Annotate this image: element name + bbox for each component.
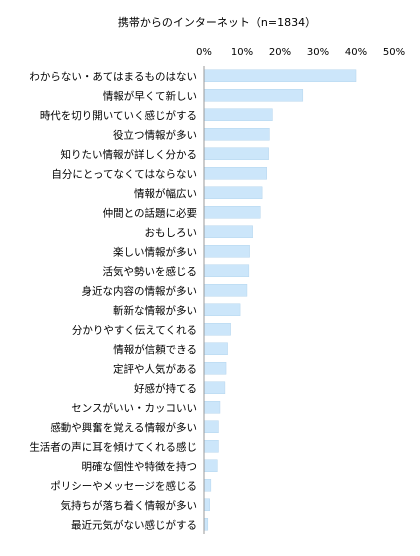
bar — [203, 69, 357, 82]
bar — [203, 108, 273, 121]
category-label: 仲間との話題に必要 — [103, 206, 197, 219]
bar — [203, 245, 250, 258]
category-label: 役立つ情報が多い — [113, 128, 197, 141]
bar — [203, 225, 253, 238]
bar — [203, 479, 212, 492]
category-label: センスがいい・カッコいい — [71, 401, 197, 414]
bar — [203, 264, 250, 277]
category-label: 自分にとってなくてはならない — [51, 167, 197, 180]
category-label: 時代を切り開いていく感じがする — [40, 109, 197, 122]
x-tick-label: 50% — [383, 47, 405, 58]
category-label: 好感が持てる — [134, 382, 197, 395]
bar — [203, 401, 221, 414]
category-label: 情報が信頼できる — [113, 343, 197, 356]
category-label: 分かりやすく伝えてくれる — [72, 324, 197, 336]
category-label: 情報が早くて新しい — [103, 89, 197, 102]
bar — [203, 342, 228, 355]
bar — [203, 89, 304, 102]
category-label: おもしろい — [145, 227, 198, 239]
bar — [203, 303, 241, 316]
bar — [203, 186, 263, 199]
bar — [203, 381, 226, 394]
bar — [203, 284, 248, 297]
bar — [203, 362, 227, 375]
category-label: 楽しい情報が多い — [113, 245, 197, 258]
chart-title: 携帯からのインターネット（n=1834） — [118, 15, 316, 29]
category-label: 最近元気がない感じがする — [71, 518, 197, 531]
category-label: 情報が幅広い — [134, 187, 197, 200]
bar — [203, 459, 218, 472]
category-label: わからない・あてはまるものはない — [29, 71, 197, 83]
bar — [203, 440, 219, 453]
x-tick-label: 0% — [196, 47, 212, 58]
category-label: 感動や興奮を覚える情報が多い — [50, 421, 197, 434]
bar — [203, 206, 261, 219]
bar — [203, 518, 209, 531]
category-labels: わからない・あてはまるものはない情報が早くて新しい時代を切り開いていく感じがする… — [29, 71, 197, 532]
x-tick-label: 20% — [269, 47, 291, 58]
x-tick-label: 30% — [307, 47, 329, 58]
category-label: 生活者の声に耳を傾けてくれる感じ — [29, 440, 197, 453]
category-label: 定評や人気がある — [113, 362, 197, 375]
bar — [203, 323, 231, 336]
bar — [203, 420, 219, 433]
x-tick-label: 40% — [345, 47, 367, 58]
category-label: ポリシーやメッセージを感じる — [50, 479, 197, 492]
category-label: 活気や勢いを感じる — [103, 265, 198, 278]
bar — [203, 128, 270, 141]
category-label: 明確な個性や特徴を持つ — [82, 460, 198, 473]
category-label: 知りたい情報が詳しく分かる — [61, 148, 198, 161]
bar — [203, 167, 267, 180]
category-label: 斬新な情報が多い — [113, 304, 197, 317]
bar — [203, 147, 269, 160]
category-label: 身近な内容の情報が多い — [82, 284, 198, 297]
bars — [203, 69, 357, 531]
x-tick-label: 10% — [231, 47, 253, 58]
bar — [203, 498, 210, 511]
category-label: 気持ちが落ち着く情報が多い — [61, 499, 198, 512]
x-axis-ticks: 0% 10% 20% 30% 40% 50% — [196, 47, 405, 58]
